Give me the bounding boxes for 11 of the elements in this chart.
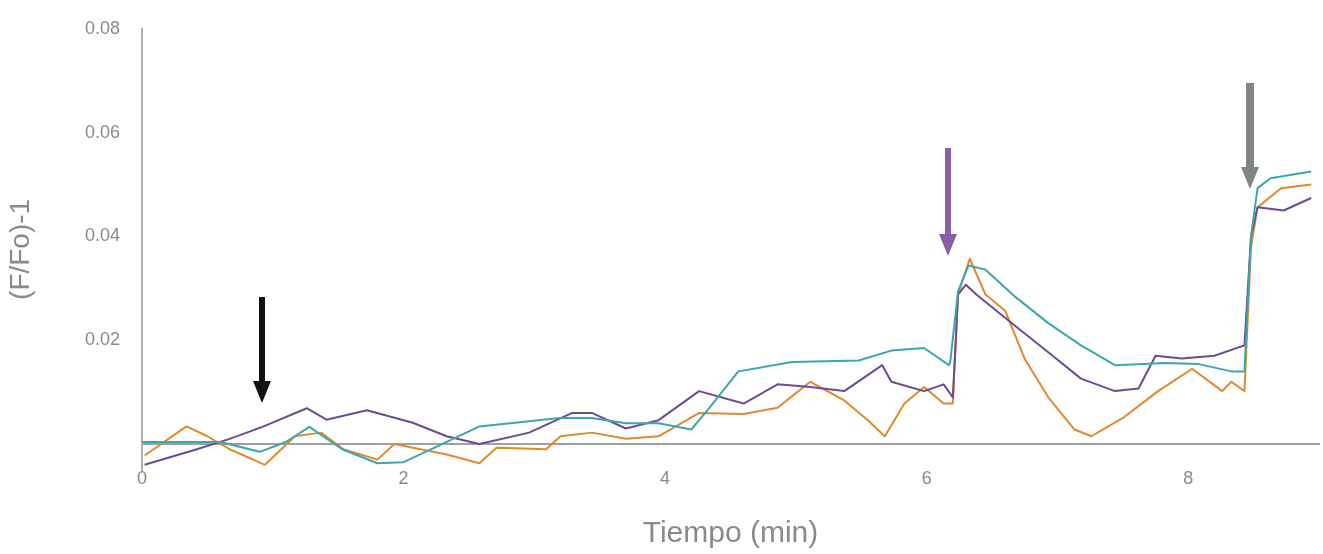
- y-tick-label: 0.08: [84, 17, 120, 38]
- y-axis-title: (F/Fo)-1: [3, 198, 35, 300]
- y-tick-label: 0.06: [84, 121, 120, 142]
- x-tick-label: 8: [1183, 467, 1194, 488]
- x-tick-label: 2: [398, 467, 409, 488]
- x-tick-label: 4: [660, 467, 671, 488]
- y-tick-label: 0.04: [84, 225, 120, 246]
- x-tick-label: 6: [921, 467, 932, 488]
- y-tick-label: 0.02: [84, 329, 120, 350]
- x-axis-title: Tiempo (min): [642, 515, 819, 549]
- x-tick-label: 0: [136, 467, 148, 488]
